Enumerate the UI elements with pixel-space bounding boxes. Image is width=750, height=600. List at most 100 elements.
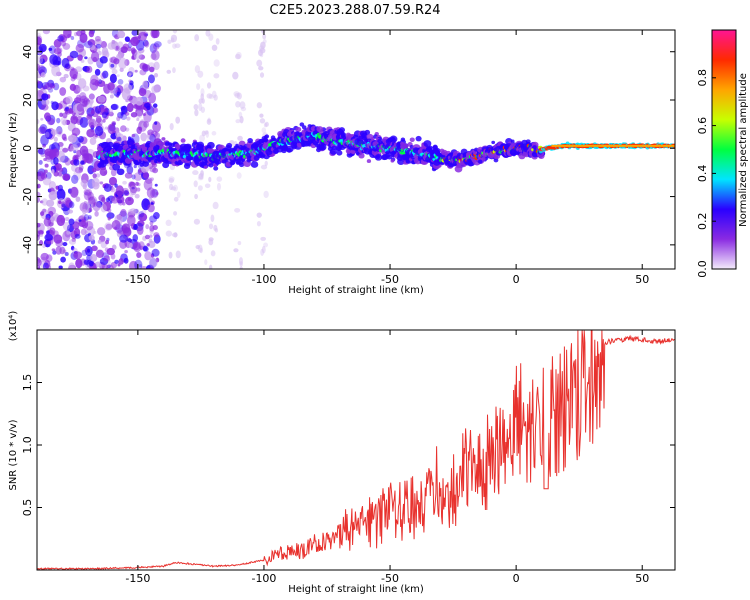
noise-speckle <box>77 54 83 61</box>
noise-speckle <box>133 51 142 60</box>
noise-speckle <box>69 83 77 91</box>
ridge-spread <box>409 137 415 143</box>
noise-streak <box>208 223 214 230</box>
noise-speckle <box>102 119 106 123</box>
noise-streak <box>264 160 268 166</box>
spectrogram-y-tick-label: -40 <box>21 236 34 254</box>
noise-speckle <box>127 214 136 227</box>
noise-streak <box>256 59 263 67</box>
noise-speckle <box>148 238 153 243</box>
ridge-spread <box>162 161 170 169</box>
noise-speckle <box>149 225 155 232</box>
noise-speckle <box>116 136 121 142</box>
noise-speckle <box>118 57 128 70</box>
noise-streak <box>259 118 266 124</box>
ridge-spread <box>481 156 486 161</box>
noise-speckle <box>106 247 116 256</box>
noise-speckle <box>52 55 61 66</box>
noise-speckle <box>136 225 144 235</box>
noise-speckle <box>96 106 103 112</box>
noise-speckle <box>70 245 75 251</box>
noise-streak <box>193 103 199 111</box>
noise-speckle <box>37 148 46 155</box>
noise-speckle <box>100 41 107 49</box>
noise-speckle <box>147 74 155 84</box>
noise-speckle <box>68 108 74 114</box>
noise-speckle <box>84 56 88 60</box>
ridge-spread <box>286 147 292 153</box>
noise-streak <box>235 51 242 60</box>
noise-speckle <box>73 251 83 260</box>
noise-speckle <box>64 197 72 207</box>
ridge-spread <box>180 138 186 143</box>
ridge-spread <box>126 138 135 146</box>
noise-streak <box>234 53 241 60</box>
ridge-spread <box>358 152 365 159</box>
noise-streak <box>198 103 203 111</box>
noise-speckle <box>152 103 158 108</box>
noise-streak <box>200 93 204 101</box>
noise-speckle <box>134 193 140 199</box>
snr-x-tick-label: -50 <box>381 572 399 585</box>
noise-speckle <box>128 260 138 269</box>
noise-speckle <box>136 126 142 135</box>
noise-speckle <box>56 214 66 226</box>
ridge-spread <box>415 135 422 142</box>
noise-speckle <box>89 99 94 104</box>
noise-speckle <box>114 183 118 188</box>
ridge-spread <box>301 125 307 130</box>
noise-speckle <box>44 233 53 242</box>
noise-speckle <box>120 208 127 217</box>
noise-speckle <box>109 57 113 63</box>
noise-streak <box>239 115 244 124</box>
ridge-spread <box>454 165 463 173</box>
noise-speckle <box>96 227 106 236</box>
noise-speckle <box>147 129 154 136</box>
noise-speckle <box>138 87 147 97</box>
noise-speckle <box>92 202 101 212</box>
noise-streak <box>197 185 203 191</box>
noise-streak <box>172 43 177 49</box>
noise-speckle <box>97 95 106 103</box>
noise-speckle <box>57 35 64 42</box>
noise-speckle <box>94 35 101 42</box>
noise-speckle <box>73 251 78 258</box>
noise-streak <box>199 247 203 254</box>
noise-speckle <box>56 117 61 124</box>
noise-speckle <box>73 170 81 181</box>
noise-speckle <box>61 203 66 208</box>
noise-streak <box>197 176 204 181</box>
snr-panel: -150 -100 -50 0 50 0.5 1.0 1.5 Height of strai… <box>8 311 676 595</box>
noise-speckle <box>81 213 87 218</box>
noise-speckle <box>88 260 94 267</box>
noise-speckle <box>126 116 131 121</box>
noise-speckle <box>42 208 47 213</box>
noise-speckle <box>122 43 129 50</box>
ridge-spread <box>331 145 337 151</box>
noise-speckle <box>76 149 82 158</box>
noise-speckle <box>37 191 41 198</box>
spectrogram-y-ticks: -40 -20 0 20 40 <box>21 45 675 254</box>
noise-speckle <box>104 247 109 253</box>
noise-speckle <box>37 80 40 84</box>
ridge-spread <box>193 141 198 145</box>
noise-speckle <box>148 197 153 202</box>
noise-speckle <box>123 189 129 195</box>
ridge-spread <box>270 135 276 140</box>
noise-speckle <box>89 44 95 51</box>
noise-speckle <box>111 219 121 230</box>
noise-speckle <box>73 97 82 104</box>
snr-series-line <box>36 330 675 571</box>
noise-speckle <box>64 157 71 166</box>
noise-speckle <box>107 208 112 213</box>
spectrogram-x-tick-label: -150 <box>125 273 150 286</box>
noise-speckle <box>99 168 108 176</box>
noise-speckle <box>149 266 153 269</box>
spectrogram-y-tick-label: 0 <box>21 145 34 152</box>
noise-speckle <box>59 112 64 117</box>
noise-speckle <box>122 187 129 194</box>
noise-speckle <box>56 47 63 54</box>
noise-speckle <box>102 70 109 79</box>
noise-speckle <box>57 51 62 57</box>
